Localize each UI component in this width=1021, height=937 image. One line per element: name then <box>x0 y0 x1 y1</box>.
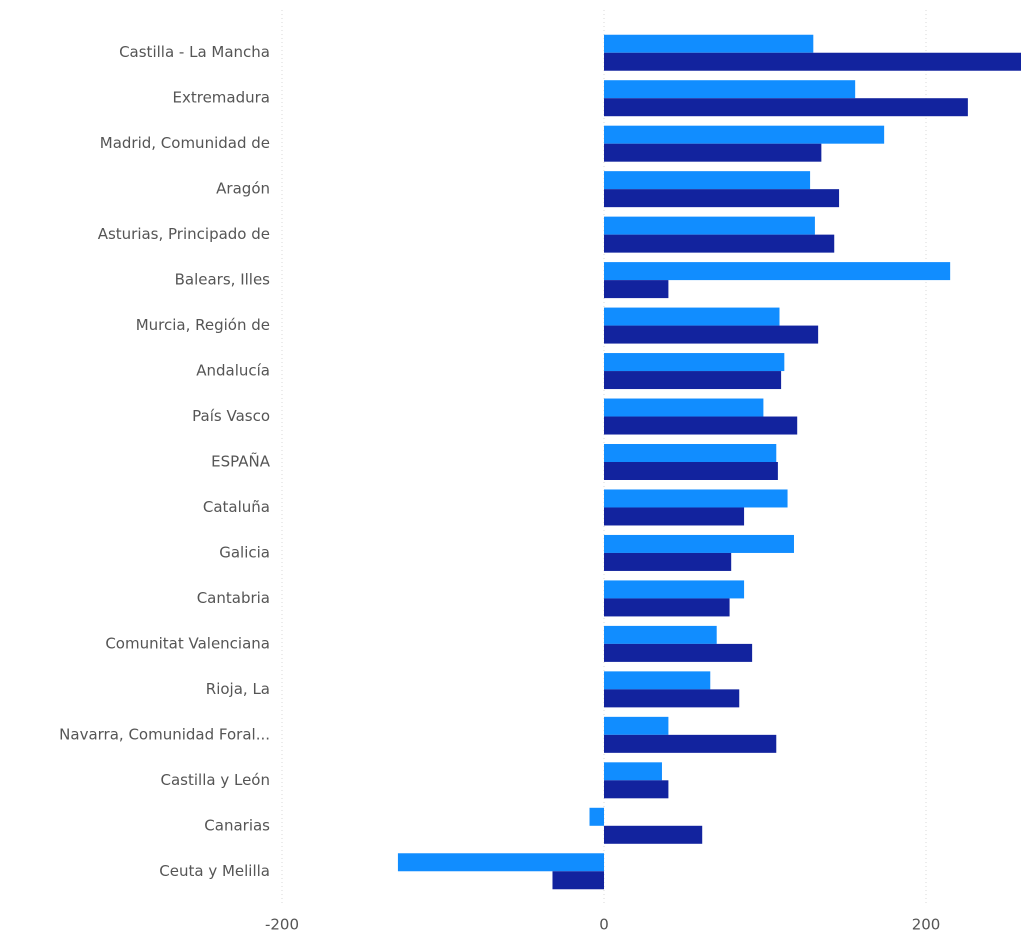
y-tick-label: Rioja, La <box>206 680 270 698</box>
bar <box>604 80 856 99</box>
y-tick-label: Extremadura <box>173 89 271 107</box>
bar <box>604 371 782 390</box>
bar <box>604 353 785 372</box>
bar <box>397 853 605 872</box>
y-tick-label: Canarias <box>204 816 270 834</box>
y-tick-label: Cantabria <box>197 589 270 607</box>
bar <box>604 734 777 753</box>
bar <box>604 280 669 299</box>
y-tick-label: Cataluña <box>203 498 270 516</box>
x-tick-label: 200 <box>912 916 941 934</box>
bar <box>604 98 968 117</box>
y-tick-label: ESPAÑA <box>211 452 271 471</box>
y-tick-label: Balears, Illes <box>175 271 271 289</box>
bar <box>604 671 711 690</box>
y-tick-label: Galicia <box>219 543 270 561</box>
bar <box>589 807 605 826</box>
bar <box>604 143 822 162</box>
bar <box>604 398 764 417</box>
bar <box>604 825 703 844</box>
bar <box>604 171 811 190</box>
bar <box>604 689 740 708</box>
bar <box>604 234 835 253</box>
bar <box>604 507 745 526</box>
bar <box>604 489 788 508</box>
y-tick-label: Murcia, Región de <box>136 316 270 334</box>
bar <box>604 325 819 344</box>
bar <box>604 262 951 281</box>
y-tick-label: Asturias, Principado de <box>98 225 270 243</box>
bar <box>604 625 717 644</box>
bar <box>604 462 778 480</box>
bar <box>604 444 777 462</box>
bar <box>604 762 662 781</box>
y-tick-label: Ceuta y Melilla <box>159 862 270 880</box>
bar <box>604 34 814 53</box>
x-tick-label: 0 <box>599 916 609 934</box>
bar <box>604 534 794 553</box>
bar <box>604 598 730 617</box>
bar <box>604 643 753 662</box>
bar <box>604 780 669 799</box>
bar <box>604 580 745 599</box>
bar <box>604 552 732 571</box>
y-tick-label: Navarra, Comunidad Foral... <box>59 725 270 743</box>
y-tick-label: Castilla - La Mancha <box>119 43 270 61</box>
bar <box>552 871 605 890</box>
x-tick-label: -200 <box>265 916 299 934</box>
bar <box>604 125 885 144</box>
y-tick-label: País Vasco <box>192 407 270 425</box>
bar <box>604 52 1021 71</box>
bar <box>604 416 798 435</box>
bar <box>604 216 815 235</box>
y-tick-label: Comunitat Valenciana <box>105 634 270 652</box>
bar <box>604 189 840 208</box>
y-tick-label: Madrid, Comunidad de <box>100 134 270 152</box>
y-tick-label: Aragón <box>216 180 270 198</box>
bar <box>604 716 669 735</box>
y-tick-label: Castilla y León <box>161 771 270 789</box>
y-tick-label: Andalucía <box>196 362 270 380</box>
bar <box>604 307 780 326</box>
